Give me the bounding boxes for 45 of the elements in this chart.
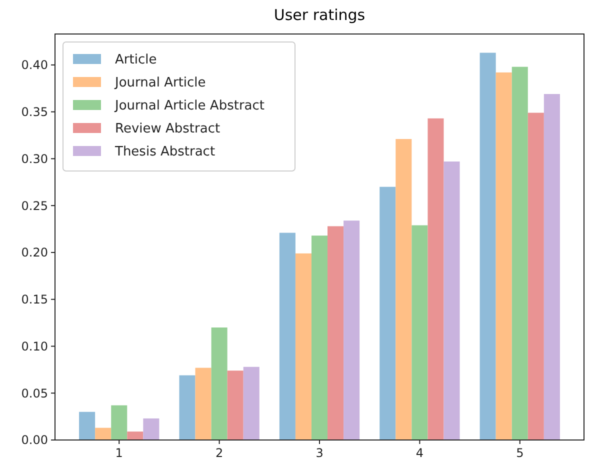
- bar: [279, 232, 296, 440]
- y-tick-label: 0.25: [21, 198, 48, 213]
- x-tick-label: 2: [215, 446, 224, 460]
- bar: [328, 226, 344, 440]
- y-tick-label: 0.05: [21, 386, 48, 400]
- bar: [79, 412, 96, 440]
- x-tick-label: 1: [115, 446, 123, 460]
- bar: [496, 72, 512, 440]
- legend-label: Review Abstract: [115, 122, 220, 137]
- bar: [127, 432, 144, 440]
- y-tick-label: 0.10: [21, 339, 48, 354]
- bar: [295, 253, 312, 440]
- y-tick-label: 0.15: [21, 292, 48, 307]
- y-tick-label: 0.20: [21, 246, 48, 260]
- y-tick-label: 0.00: [21, 433, 48, 448]
- bar: [544, 94, 560, 440]
- bar: [528, 112, 544, 440]
- bar: [143, 418, 160, 440]
- x-tick-label: 5: [516, 446, 524, 460]
- bar: [412, 225, 428, 440]
- legend-label: Thesis Abstract: [114, 144, 216, 160]
- bar: [512, 66, 528, 440]
- x-tick-label: 4: [416, 446, 424, 460]
- bar: [243, 366, 260, 440]
- bar: [227, 370, 244, 440]
- bar: [380, 186, 396, 440]
- bar: [344, 220, 360, 440]
- chart-title: User ratings: [274, 6, 366, 24]
- y-tick-label: 0.40: [21, 58, 48, 72]
- bar: [179, 375, 196, 440]
- bar: [444, 162, 460, 440]
- legend-label: Article: [115, 52, 157, 68]
- y-tick-label: 0.30: [21, 152, 48, 166]
- bar: [111, 405, 128, 440]
- bar: [428, 118, 444, 440]
- bar: [95, 428, 112, 440]
- legend-label: Journal Article: [114, 76, 206, 91]
- bar: [211, 327, 228, 440]
- y-tick-label: 0.35: [21, 105, 48, 120]
- bar: [480, 52, 496, 440]
- legend-label: Journal Article Abstract: [114, 98, 264, 114]
- x-tick-label: 3: [316, 446, 324, 460]
- bar: [311, 236, 328, 440]
- bar: [396, 139, 412, 440]
- bar: [195, 368, 212, 440]
